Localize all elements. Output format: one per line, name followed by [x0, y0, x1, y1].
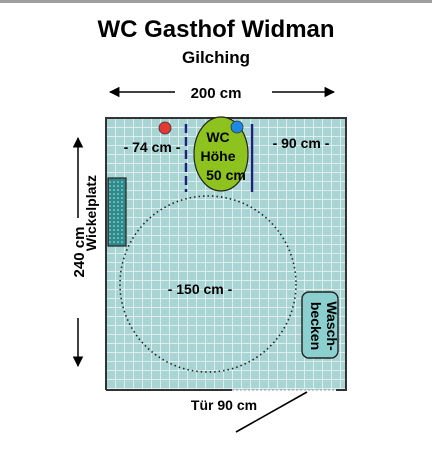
changing-table-label: Wickelplatz — [83, 175, 99, 251]
top-border-line — [0, 0, 432, 3]
door-leaf — [235, 391, 308, 433]
height-label: 240 cm — [71, 227, 88, 278]
turning-circle-label: - 150 cm - — [168, 281, 233, 297]
toilet-height-label: Höhe — [201, 148, 236, 164]
sink-label-line2: becken — [308, 302, 324, 350]
blue-dot — [230, 120, 244, 134]
page-title: WC Gasthof Widman — [97, 16, 335, 43]
toilet-height-value: 50 cm — [206, 167, 246, 183]
sink-label-line1: Wasch- — [324, 301, 340, 351]
width-label: 200 cm — [191, 85, 242, 102]
left-clearance-label: - 74 cm - — [124, 139, 181, 155]
toilet-label: WC — [206, 129, 229, 145]
toilet — [193, 116, 249, 192]
page-subtitle: Gilching — [182, 48, 250, 67]
sink — [301, 291, 339, 359]
right-clearance-label: - 90 cm - — [273, 135, 330, 151]
room-walls — [105, 117, 347, 391]
turning-circle — [119, 195, 297, 373]
red-dot — [158, 121, 172, 135]
door-label: Tür 90 cm — [191, 397, 257, 413]
changing-table — [107, 177, 127, 247]
